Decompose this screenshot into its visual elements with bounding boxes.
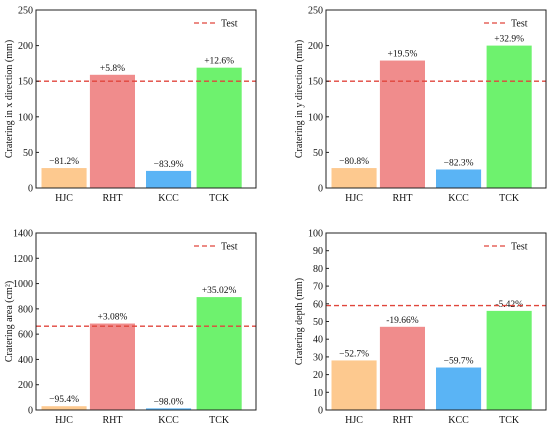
- bar-label-rht: -19.66%: [386, 316, 419, 326]
- bar-hjc: [331, 168, 377, 188]
- bar-rht: [89, 74, 135, 188]
- y-tick-label: 20: [313, 370, 323, 381]
- y-tick-label: 0: [28, 406, 33, 417]
- legend-label: Test: [221, 19, 238, 30]
- bar-label-hjc: −81.2%: [49, 157, 79, 167]
- bar-tck: [196, 297, 242, 410]
- y-tick-label: 60: [313, 299, 323, 310]
- bar-label-hjc: −95.4%: [49, 395, 79, 405]
- chart-panel-1: −81.2% HJC +5.8% RHT −83.9% KCC +12.6% TCK Test 0…: [4, 6, 257, 204]
- y-tick-label: 800: [18, 304, 33, 315]
- y-tick-label: 250: [308, 6, 323, 17]
- y-tick-label: 200: [18, 380, 33, 391]
- plot-frame: [325, 9, 547, 189]
- bar-label-rht: +19.5%: [387, 50, 417, 60]
- plot-frame: [35, 232, 257, 411]
- x-tick-hjc: HJC: [345, 193, 363, 204]
- y-axis-label: Cratering area (cm²): [4, 281, 15, 362]
- bar-label-rht: +3.08%: [97, 313, 127, 323]
- y-tick-label: 150: [308, 77, 323, 88]
- bar-label-tck: +35.02%: [202, 286, 237, 296]
- y-tick-label: 100: [308, 229, 323, 240]
- y-tick-label: 50: [313, 148, 323, 159]
- bar-kcc: [146, 408, 192, 410]
- y-tick-label: 150: [18, 77, 33, 88]
- y-axis-label: Cratering in x direction (mm): [4, 40, 15, 158]
- bar-label-tck: +12.6%: [204, 57, 234, 67]
- bar-label-rht: +5.8%: [100, 64, 125, 74]
- bar-kcc: [436, 169, 482, 188]
- legend-label: Test: [221, 242, 238, 253]
- y-tick-label: 100: [308, 112, 323, 123]
- bar-kcc: [146, 170, 192, 188]
- legend-label: Test: [511, 19, 528, 30]
- plot-frame: [35, 9, 257, 189]
- x-tick-tck: TCK: [209, 415, 230, 426]
- x-tick-rht: RHT: [392, 193, 412, 204]
- bar-hjc: [41, 168, 87, 188]
- y-tick-label: 50: [23, 148, 33, 159]
- bar-tck: [196, 67, 242, 188]
- y-axis-label: Cratering in y direction (mm): [294, 40, 305, 158]
- bar-label-tck: +32.9%: [494, 35, 524, 45]
- bar-label-hjc: −52.7%: [339, 349, 369, 359]
- bar-rht: [89, 323, 135, 410]
- y-tick-label: 1000: [13, 279, 33, 290]
- y-tick-label: 1400: [13, 229, 33, 240]
- x-tick-kcc: KCC: [158, 193, 179, 204]
- y-tick-label: 1200: [13, 254, 33, 265]
- x-tick-hjc: HJC: [345, 415, 363, 426]
- chart-panel-2: −80.8% HJC +19.5% RHT −82.3% KCC +32.9% TCK Test…: [294, 6, 547, 204]
- chart-panel-3: −95.4% HJC +3.08% RHT −98.0% KCC +35.02% TCK Tes…: [4, 229, 257, 426]
- bar-kcc: [436, 367, 482, 410]
- y-tick-label: 0: [28, 184, 33, 195]
- y-tick-label: 70: [313, 282, 323, 293]
- y-tick-label: 200: [308, 41, 323, 52]
- y-tick-label: 100: [18, 112, 33, 123]
- bar-label-kcc: −59.7%: [444, 357, 474, 367]
- y-tick-label: 0: [318, 406, 323, 417]
- bar-rht: [379, 60, 425, 188]
- y-tick-label: 30: [313, 352, 323, 363]
- x-tick-kcc: KCC: [448, 415, 469, 426]
- y-tick-label: 10: [313, 388, 323, 399]
- x-tick-tck: TCK: [499, 415, 520, 426]
- bar-label-kcc: −98.0%: [154, 397, 184, 407]
- bar-tck: [486, 45, 532, 188]
- x-tick-kcc: KCC: [448, 193, 469, 204]
- bar-label-kcc: −83.9%: [154, 160, 184, 170]
- x-tick-rht: RHT: [392, 415, 412, 426]
- x-tick-kcc: KCC: [158, 415, 179, 426]
- bar-rht: [379, 326, 425, 410]
- bar-label-tck: -5.42%: [495, 300, 523, 310]
- x-tick-tck: TCK: [209, 193, 230, 204]
- y-tick-label: 0: [318, 184, 323, 195]
- x-tick-rht: RHT: [102, 415, 122, 426]
- y-axis-label: Cratering depth (mm): [294, 278, 305, 365]
- y-tick-label: 250: [18, 6, 33, 17]
- x-tick-hjc: HJC: [55, 415, 73, 426]
- bar-hjc: [331, 360, 377, 410]
- x-tick-rht: RHT: [102, 193, 122, 204]
- bar-label-hjc: −80.8%: [339, 157, 369, 167]
- y-tick-label: 90: [313, 246, 323, 257]
- bar-label-kcc: −82.3%: [444, 158, 474, 168]
- y-tick-label: 200: [18, 41, 33, 52]
- chart-panel-4: −52.7% HJC -19.66% RHT −59.7% KCC -5.42% TCK Tes…: [294, 229, 547, 426]
- y-tick-label: 600: [18, 330, 33, 341]
- x-tick-hjc: HJC: [55, 193, 73, 204]
- bar-hjc: [41, 406, 87, 410]
- x-tick-tck: TCK: [499, 193, 520, 204]
- y-tick-label: 50: [313, 317, 323, 328]
- bar-tck: [486, 310, 532, 410]
- y-tick-label: 80: [313, 264, 323, 275]
- y-tick-label: 400: [18, 355, 33, 366]
- legend-label: Test: [511, 242, 528, 253]
- y-tick-label: 40: [313, 335, 323, 346]
